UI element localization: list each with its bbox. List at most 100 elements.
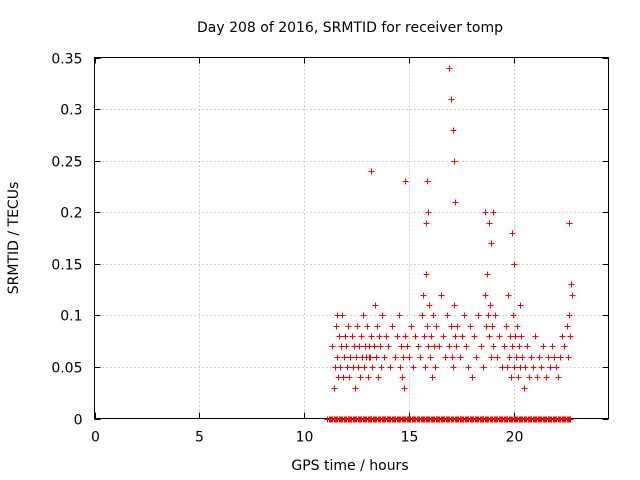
data-point — [504, 364, 511, 371]
chart-title: Day 208 of 2016, SRMTID for receiver tom… — [197, 20, 503, 36]
data-point — [401, 385, 408, 392]
data-point — [422, 364, 429, 371]
data-point — [343, 343, 350, 350]
data-point — [451, 158, 458, 165]
data-point — [489, 323, 496, 330]
data-point — [448, 323, 455, 330]
data-point — [361, 364, 368, 371]
data-point — [565, 354, 572, 361]
data-point — [329, 343, 336, 350]
data-point — [366, 354, 373, 361]
data-point — [486, 220, 493, 227]
data-point — [471, 333, 478, 340]
data-point — [509, 343, 516, 350]
plot-frame — [94, 57, 609, 419]
data-point — [426, 302, 433, 309]
data-point — [486, 333, 493, 340]
data-point — [404, 343, 411, 350]
data-point — [569, 292, 576, 299]
data-point — [511, 261, 518, 268]
data-point — [408, 323, 415, 330]
data-point — [473, 354, 480, 361]
data-point — [518, 333, 525, 340]
data-point — [385, 343, 392, 350]
data-point — [463, 343, 470, 350]
data-point — [553, 364, 560, 371]
data-point — [394, 333, 401, 340]
data-point — [342, 333, 349, 340]
data-point — [478, 343, 485, 350]
data-point — [364, 323, 371, 330]
data-point — [505, 292, 512, 299]
grid-lines — [94, 57, 609, 419]
data-point — [453, 343, 460, 350]
data-point — [371, 343, 378, 350]
data-point — [412, 333, 419, 340]
data-point — [345, 323, 352, 330]
x-axis-label: GPS time / hours — [291, 458, 408, 474]
data-point — [425, 343, 432, 350]
data-point — [378, 364, 385, 371]
data-point — [526, 374, 533, 381]
data-point — [432, 364, 439, 371]
data-point — [398, 343, 405, 350]
data-point — [451, 302, 458, 309]
data-point — [368, 168, 375, 175]
data-point — [344, 364, 351, 371]
data-point — [406, 354, 413, 361]
data-point — [336, 333, 343, 340]
data-point — [355, 364, 362, 371]
data-point — [547, 364, 554, 371]
data-point — [436, 343, 443, 350]
data-point — [424, 178, 431, 185]
data-point — [377, 343, 384, 350]
x-tick-label: 15 — [401, 430, 419, 446]
data-point — [410, 364, 417, 371]
data-point — [485, 312, 492, 319]
data-point — [402, 178, 409, 185]
data-point — [352, 385, 359, 392]
data-point — [528, 354, 535, 361]
data-point — [356, 343, 363, 350]
data-point — [543, 374, 550, 381]
data-point — [506, 354, 513, 361]
data-point — [514, 323, 521, 330]
data-point — [545, 354, 552, 361]
data-point — [516, 343, 523, 350]
data-point — [549, 343, 556, 350]
data-point — [438, 292, 445, 299]
data-point — [450, 364, 457, 371]
axis-ticks — [94, 57, 609, 420]
data-point — [557, 354, 564, 361]
data-point — [334, 354, 341, 361]
data-point — [538, 364, 545, 371]
data-point — [513, 354, 520, 361]
data-point — [446, 343, 453, 350]
x-tick-labels: 0 5 10 15 20 — [91, 430, 523, 446]
data-point — [450, 127, 457, 134]
data-point — [555, 374, 562, 381]
data-point — [501, 343, 508, 350]
data-point — [346, 374, 353, 381]
data-point — [568, 281, 575, 288]
data-point — [392, 354, 399, 361]
data-point — [488, 354, 495, 361]
data-point — [459, 333, 466, 340]
y-tick-label: 0.15 — [51, 258, 82, 274]
data-point — [519, 354, 526, 361]
data-point — [368, 333, 375, 340]
data-point — [397, 364, 404, 371]
data-point — [492, 312, 499, 319]
data-point — [372, 302, 379, 309]
data-point — [487, 302, 494, 309]
data-point — [512, 333, 519, 340]
data-point — [430, 312, 437, 319]
data-point — [494, 354, 501, 361]
data-point — [511, 364, 518, 371]
data-point — [423, 271, 430, 278]
data-point — [425, 209, 432, 216]
data-point — [536, 354, 543, 361]
data-point — [564, 323, 571, 330]
data-point — [400, 354, 407, 361]
y-tick-label: 0 — [74, 413, 83, 429]
